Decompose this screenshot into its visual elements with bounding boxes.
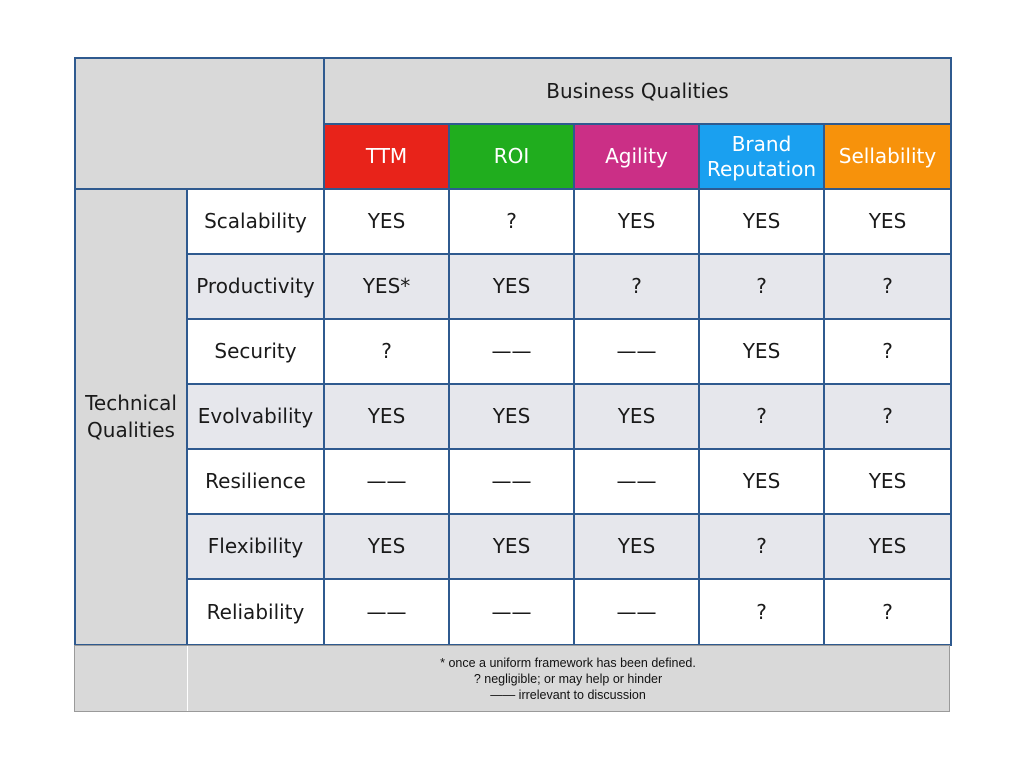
cell-security-agility: —— — [573, 318, 700, 385]
cell-productivity-brand-reputation: ? — [698, 253, 825, 320]
table-row: Evolvability YES YES YES?? — [75, 383, 953, 450]
column-header-brand-reputation: Brand Reputation — [698, 123, 825, 190]
cell-flexibility-ttm: YES — [323, 513, 450, 580]
cell-scalability-agility: YES — [573, 188, 700, 255]
cell-evolvability-sellability: ? — [822, 383, 953, 450]
cell-security-sellability: ? — [822, 318, 953, 385]
cell-productivity-ttm: YES* — [323, 253, 450, 320]
cell-resilience-ttm: —— — [323, 448, 450, 515]
row-label-scalability: Scalability — [186, 188, 325, 255]
row-label-security: Security — [186, 318, 325, 385]
cell-reliability-roi: —— — [448, 578, 575, 646]
legend-box: * once a uniform framework has been defi… — [74, 645, 950, 712]
cell-evolvability-roi: YES — [448, 383, 575, 450]
cell-scalability-roi: ? — [448, 188, 575, 255]
cell-resilience-sellability: YES — [822, 448, 953, 515]
cell-security-brand-reputation: YES — [698, 318, 825, 385]
cell-productivity-sellability: ? — [822, 253, 953, 320]
row-label-evolvability: Evolvability — [186, 383, 325, 450]
cell-evolvability-brand-reputation: ? — [698, 383, 825, 450]
cell-resilience-agility: —— — [573, 448, 700, 515]
cell-productivity-agility: ? — [573, 253, 700, 320]
cell-reliability-sellability: ? — [822, 578, 953, 646]
cell-security-roi: —— — [448, 318, 575, 385]
cell-evolvability-agility: YES — [573, 383, 700, 450]
cell-evolvability-ttm: YES — [323, 383, 450, 450]
legend-line-dash: —— irrelevant to discussion — [490, 688, 646, 702]
legend-line-question: ? negligible; or may help or hinder — [473, 672, 663, 686]
cell-security-ttm: ? — [323, 318, 450, 385]
cell-reliability-ttm: —— — [323, 578, 450, 646]
quality-matrix-slide: Business Qualities TTM ROI Agility Brand Re… — [74, 57, 953, 712]
cell-resilience-roi: —— — [448, 448, 575, 515]
table-row: Technical Qualities Scalability YES? YES YES… — [74, 188, 953, 646]
cell-reliability-agility: —— — [573, 578, 700, 646]
corner-cell — [74, 57, 325, 190]
cell-flexibility-roi: YES — [448, 513, 575, 580]
cell-productivity-roi: YES — [448, 253, 575, 320]
legend-text: * once a uniform framework has been defi… — [187, 655, 949, 703]
cell-flexibility-brand-reputation: ? — [698, 513, 825, 580]
cell-scalability-sellability: YES — [822, 188, 953, 255]
cell-flexibility-sellability: YES — [822, 513, 953, 580]
column-header-roi: ROI — [448, 123, 575, 190]
technical-qualities-label: Technical Qualities — [74, 188, 188, 646]
row-label-flexibility: Flexibility — [186, 513, 325, 580]
legend-side-cell — [75, 646, 188, 711]
quality-matrix-table: Business Qualities TTM ROI Agility Brand Re… — [74, 57, 953, 646]
row-label-reliability: Reliability — [186, 578, 325, 646]
cell-resilience-brand-reputation: YES — [698, 448, 825, 515]
table-row: Reliability —— —— ——?? — [75, 578, 953, 646]
column-header-ttm: TTM — [323, 123, 450, 190]
table-row: Resilience —— —— —— YES YES — [75, 448, 953, 515]
business-qualities-header: Business Qualities — [322, 57, 953, 125]
cell-flexibility-agility: YES — [573, 513, 700, 580]
cell-scalability-brand-reputation: YES — [698, 188, 825, 255]
table-row: Security? —— —— YES? — [75, 318, 953, 385]
column-header-agility: Agility — [573, 123, 700, 190]
table-row: Productivity YES* YES??? — [75, 253, 953, 320]
cell-reliability-brand-reputation: ? — [698, 578, 825, 646]
legend-line-asterisk: * once a uniform framework has been defi… — [440, 656, 696, 670]
table-row: Flexibility YES YES YES? YES — [75, 513, 953, 580]
row-label-resilience: Resilience — [186, 448, 325, 515]
cell-scalability-ttm: YES — [323, 188, 450, 255]
row-label-productivity: Productivity — [186, 253, 325, 320]
column-header-sellability: Sellability — [822, 123, 953, 190]
